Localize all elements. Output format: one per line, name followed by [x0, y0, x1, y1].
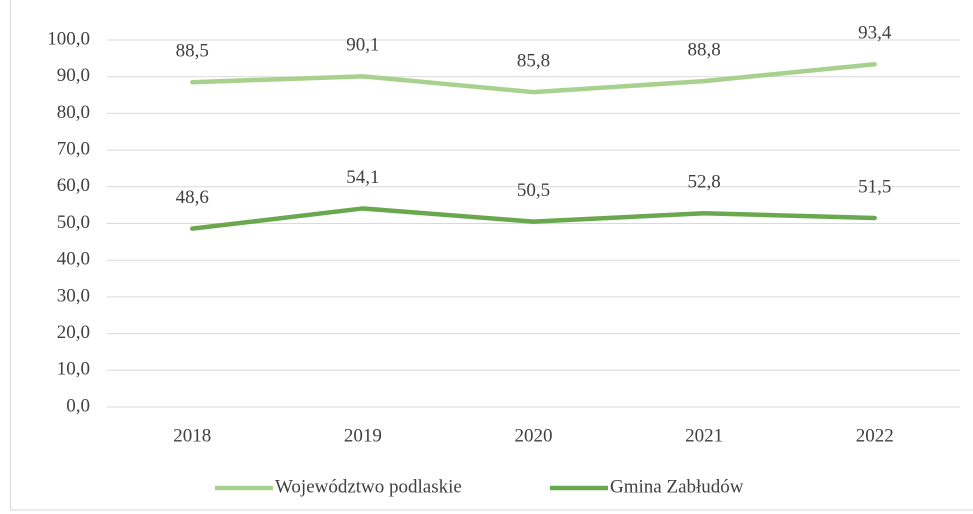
y-tick-label: 80,0	[57, 102, 90, 123]
y-tick-label: 50,0	[57, 212, 90, 233]
data-label: 85,8	[517, 50, 550, 71]
y-tick-label: 90,0	[57, 65, 90, 86]
chart-frame	[10, 0, 973, 511]
data-label: 48,6	[176, 187, 209, 208]
y-tick-label: 10,0	[57, 359, 90, 380]
data-label: 93,4	[858, 23, 892, 44]
y-tick-label: 100,0	[47, 28, 90, 49]
x-tick-label: 2020	[515, 425, 553, 446]
series-line	[190, 61, 877, 95]
x-tick-label: 2022	[856, 425, 894, 446]
data-label: 50,5	[517, 180, 550, 201]
legend-label: Gmina Zabłudów	[610, 476, 744, 497]
legend-label: Województwo podlaskie	[275, 476, 462, 497]
data-label: 52,8	[687, 172, 720, 193]
data-label: 88,5	[176, 41, 209, 62]
data-label: 51,5	[858, 176, 891, 197]
y-tick-label: 30,0	[57, 285, 90, 306]
x-tick-label: 2018	[173, 425, 211, 446]
data-label: 90,1	[346, 35, 379, 56]
y-tick-label: 70,0	[57, 138, 90, 159]
y-tick-label: 60,0	[57, 175, 90, 196]
y-tick-label: 20,0	[57, 322, 90, 343]
x-tick-label: 2019	[344, 425, 382, 446]
data-label: 54,1	[346, 167, 379, 188]
series-line	[190, 206, 877, 231]
y-tick-label: 0,0	[66, 395, 90, 416]
data-label: 88,8	[687, 39, 720, 60]
x-tick-label: 2021	[685, 425, 723, 446]
y-tick-label: 40,0	[57, 249, 90, 270]
